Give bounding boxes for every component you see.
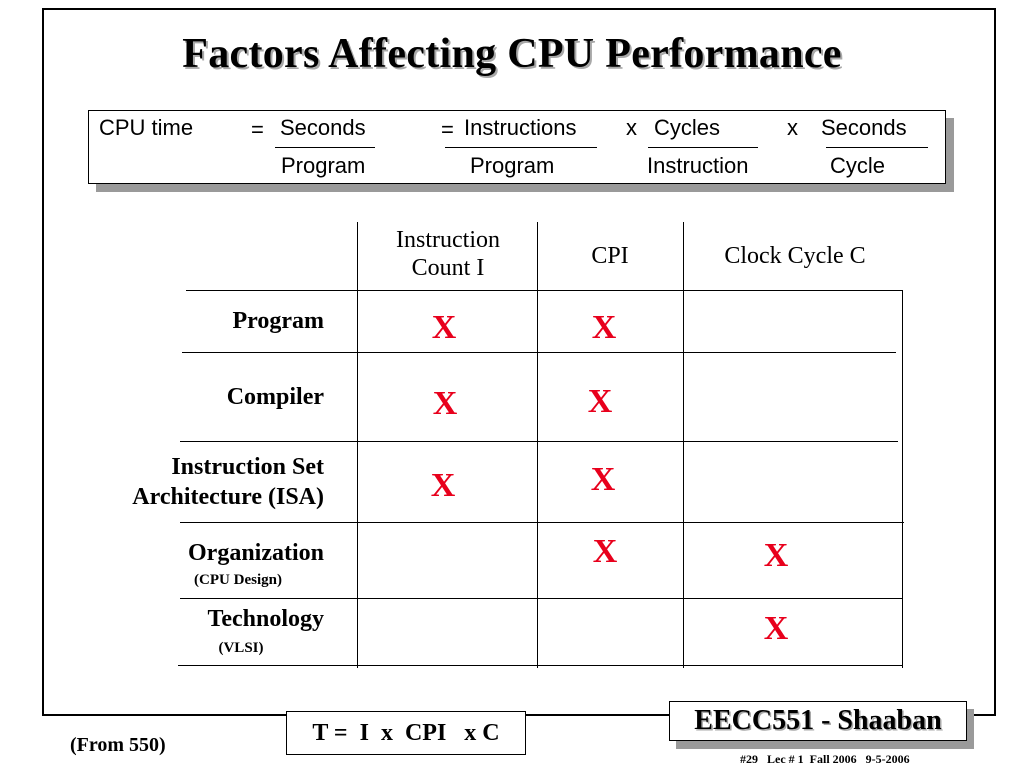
row-label-compiler: Compiler (226, 384, 324, 410)
cpu-time-formula: CPU time = Seconds Program = Instruction… (88, 110, 946, 184)
formula-seconds-numerator-2: Seconds (821, 115, 907, 140)
formula-program-denominator-2: Program (470, 153, 555, 178)
mark-program-cpi: X (591, 309, 617, 346)
mark-program-instruction-count: X (431, 309, 457, 346)
formula-seconds-numerator: Seconds (280, 115, 366, 140)
fraction-bar-4 (826, 147, 928, 148)
fraction-bar-1 (275, 147, 375, 148)
mark-compiler-instruction-count: X (432, 385, 458, 422)
grid-hline-bottom (178, 665, 902, 666)
formula-equals-1: = (251, 117, 264, 142)
formula-instruction-denominator: Instruction (647, 153, 749, 178)
grid-hline-4 (180, 598, 902, 599)
row-label-isa: Instruction Set Architecture (ISA) (132, 454, 324, 510)
mark-organization-cpi: X (592, 533, 618, 570)
row-label-organization: Organization (188, 540, 324, 566)
formula-program-denominator-1: Program (281, 153, 366, 178)
row-sublabel-vlsi: (VLSI) (218, 640, 264, 656)
column-header-instruction-count: Instruction Count I (396, 227, 500, 281)
formula-times-2: x (787, 115, 798, 140)
slide-footer: #29 Lec # 1 Fall 2006 9-5-2006 (740, 752, 910, 766)
grid-vline-1 (357, 222, 358, 668)
formula-instructions-numerator: Instructions (464, 115, 577, 140)
formula-times-1: x (626, 115, 637, 140)
column-header-cpi: CPI (591, 243, 629, 269)
course-badge: EECC551 - Shaaban (669, 701, 967, 741)
source-note: (From 550) (70, 734, 166, 756)
grid-hline-1 (182, 352, 896, 353)
mark-compiler-cpi: X (587, 383, 613, 420)
grid-hline-header (186, 290, 902, 291)
mark-isa-cpi: X (590, 461, 616, 498)
mark-technology-clock-cycle: X (763, 610, 789, 647)
row-label-technology: Technology (207, 606, 324, 632)
formula-equals-2: = (441, 117, 454, 142)
fraction-bar-3 (648, 147, 758, 148)
row-label-program: Program (232, 308, 324, 334)
formula-cycles-numerator: Cycles (654, 115, 721, 140)
formula-cycle-denominator: Cycle (830, 153, 886, 178)
grid-vline-3 (683, 222, 684, 668)
fraction-bar-2 (445, 147, 597, 148)
grid-hline-3 (180, 522, 904, 523)
mark-isa-instruction-count: X (430, 467, 456, 504)
row-sublabel-cpu-design: (CPU Design) (194, 572, 282, 588)
grid-vline-4 (902, 290, 903, 668)
grid-hline-2 (180, 441, 898, 442)
column-header-clock-cycle: Clock Cycle C (724, 243, 866, 269)
time-equation-box: T = I x CPI x C (286, 711, 526, 755)
mark-organization-clock-cycle: X (763, 537, 789, 574)
formula-cpu-time: CPU time (99, 115, 194, 140)
grid-vline-2 (537, 222, 538, 668)
slide-title: Factors Affecting CPU Performance (182, 31, 842, 77)
